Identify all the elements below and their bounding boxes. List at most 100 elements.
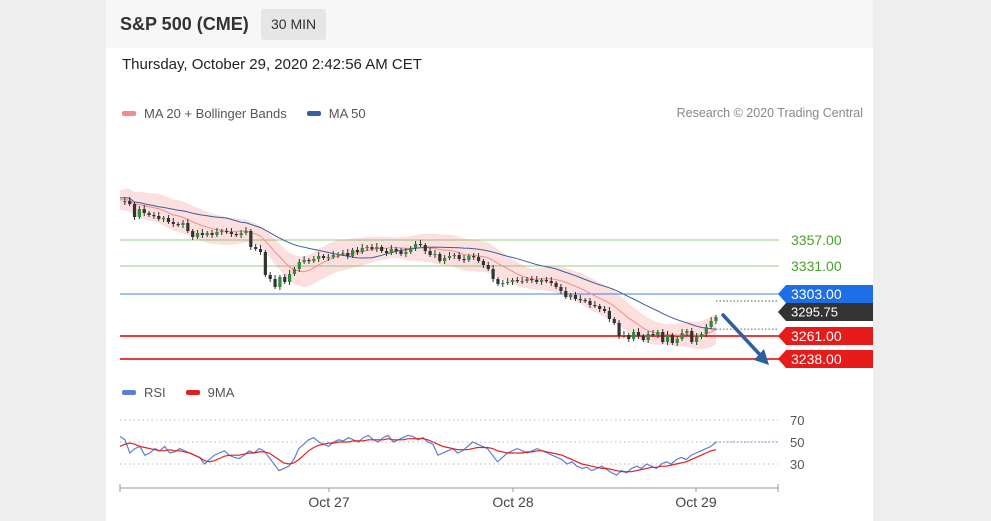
candle-body: [268, 275, 272, 279]
candle-body: [283, 277, 287, 282]
candle-body: [709, 321, 713, 327]
main-legend: MA 20 + Bollinger Bands MA 50: [122, 106, 366, 121]
candle-body: [254, 247, 258, 249]
ma50-legend-label: MA 50: [328, 106, 366, 121]
candle-body: [607, 311, 611, 319]
candle-body: [438, 254, 442, 261]
page-title: S&P 500 (CME): [120, 14, 249, 34]
candle-body: [525, 279, 529, 281]
candle-body: [389, 249, 393, 253]
time-tick-label-Oct-27: Oct 27: [308, 494, 349, 510]
forecast-arrow-head: [754, 349, 769, 365]
candle-body: [632, 332, 636, 339]
candle-body: [128, 201, 132, 204]
candle-body: [467, 256, 471, 260]
candle-body: [355, 250, 360, 252]
candle-body: [423, 245, 427, 251]
candle-body: [714, 317, 718, 321]
candle-body: [549, 281, 553, 283]
candle-body: [670, 335, 674, 343]
candle-body: [486, 265, 490, 269]
candle-body: [137, 209, 141, 217]
chart-svg: 3295.75 3357.00 3331.00 3303.00 3261.00 3238.…: [119, 188, 873, 510]
candle-body: [307, 260, 311, 262]
candle-body: [336, 254, 340, 256]
candle-body: [539, 280, 544, 282]
candle-body: [418, 244, 423, 246]
ma50-line: [119, 196, 717, 330]
ma9-legend-label: 9MA: [207, 385, 235, 400]
level-label-3303.00: 3303.00: [791, 286, 842, 302]
candle-body: [152, 215, 156, 217]
ma50-legend-swatch: [306, 111, 321, 116]
candle-body: [132, 204, 137, 217]
candle-body: [229, 232, 234, 234]
candle-body: [535, 280, 539, 282]
ma20-legend-label: MA 20 + Bollinger Bands: [144, 106, 287, 121]
candle-body: [287, 274, 292, 282]
candle-body: [195, 233, 200, 237]
ma9-legend-swatch: [185, 390, 200, 395]
candle-body: [394, 249, 398, 251]
ma20-legend-swatch: [122, 111, 136, 116]
candle-body: [380, 247, 384, 251]
candle-body: [598, 306, 602, 309]
rsi-legend: RSI 9MA: [122, 385, 234, 400]
candle-body: [263, 252, 267, 275]
candle-body: [413, 244, 418, 248]
candle-body: [234, 234, 238, 236]
header-bar: S&P 500 (CME) 30 MIN: [106, 0, 873, 48]
candle-body: [360, 248, 364, 252]
candle-body: [433, 254, 437, 256]
candle-body: [641, 336, 645, 340]
rsi-ma9-line: [119, 438, 717, 473]
candle-body: [583, 300, 587, 302]
candle-body: [680, 333, 684, 339]
rsi-tick-50: 50: [790, 435, 804, 450]
candle-body: [481, 261, 486, 265]
candle-body: [554, 283, 558, 287]
candle-body: [157, 216, 161, 219]
candle-body: [409, 248, 413, 252]
candle-body: [244, 231, 248, 233]
candle-body: [462, 259, 466, 261]
candle-body: [665, 335, 670, 342]
timeframe-badge[interactable]: 30 MIN: [261, 9, 327, 40]
candle-body: [617, 323, 621, 336]
research-credit: Research © 2020 Trading Central: [676, 106, 863, 120]
candle-body: [510, 280, 515, 282]
candle-body: [162, 218, 166, 220]
candle-body: [365, 247, 369, 249]
candle-body: [651, 334, 655, 336]
candle-body: [258, 249, 263, 252]
candle-body: [191, 231, 195, 237]
candle-body: [544, 280, 549, 282]
candle-body: [142, 209, 146, 213]
chart-card: S&P 500 (CME) 30 MIN Thursday, October 2…: [106, 0, 873, 521]
candle-body: [569, 295, 573, 297]
candle-body: [627, 335, 631, 339]
candle-body: [695, 337, 699, 342]
candle-body: [350, 250, 355, 256]
candle-body: [457, 255, 461, 259]
candle-body: [675, 339, 679, 343]
candle-body: [181, 223, 185, 225]
candle-body: [341, 253, 345, 255]
candle-body: [704, 327, 708, 334]
candle-body: [370, 247, 374, 249]
candle-body: [326, 257, 330, 259]
candle-body: [346, 253, 350, 256]
forecast-arrow-shaft: [721, 313, 765, 360]
candle-body: [564, 291, 568, 297]
rsi-tick-70: 70: [790, 413, 804, 428]
candle-body: [501, 283, 505, 285]
level-label-3261.00: 3261.00: [791, 328, 842, 344]
rsi-legend-swatch: [122, 390, 136, 395]
candle-body: [491, 269, 495, 279]
candle-body: [520, 281, 524, 283]
candle-body: [317, 256, 321, 259]
candle-body: [312, 259, 316, 261]
candle-body: [559, 287, 563, 291]
candle-body: [515, 280, 519, 282]
rsi-line: [119, 434, 717, 476]
